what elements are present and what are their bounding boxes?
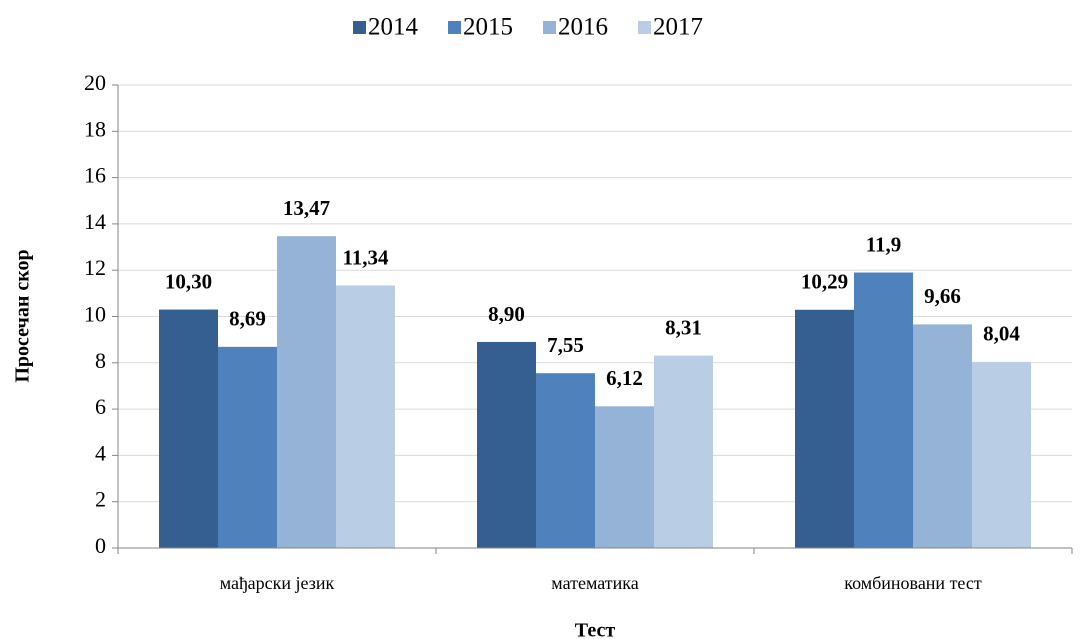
legend-swatch (543, 21, 556, 34)
y-tick-label: 16 (84, 163, 106, 188)
value-label: 11,9 (866, 232, 902, 256)
value-label: 6,12 (606, 366, 643, 390)
bar (477, 341, 536, 548)
value-label: 13,47 (283, 196, 330, 220)
legend-label: 2015 (463, 14, 513, 41)
value-label: 8,90 (488, 302, 525, 326)
bar (159, 309, 218, 548)
legend-swatch (353, 21, 366, 34)
legend-swatch (448, 21, 461, 34)
y-tick-label: 4 (95, 440, 106, 465)
bar (336, 285, 395, 548)
y-tick-label: 2 (95, 487, 106, 512)
legend-label: 2016 (558, 14, 608, 41)
value-label: 7,55 (547, 333, 584, 357)
bar (595, 406, 654, 548)
bar (913, 324, 972, 548)
value-label: 10,30 (165, 269, 212, 293)
value-label: 8,31 (665, 315, 702, 339)
y-tick-label: 20 (84, 70, 106, 95)
bar (972, 361, 1031, 548)
value-label: 10,29 (801, 270, 848, 294)
y-tick-label: 10 (84, 302, 106, 327)
value-label: 8,04 (983, 322, 1020, 346)
x-tick-label: математика (551, 573, 638, 593)
bar (277, 236, 336, 548)
y-tick-label: 14 (84, 209, 106, 234)
value-label: 11,34 (342, 245, 389, 269)
value-label: 8,69 (229, 307, 266, 331)
y-tick-label: 12 (84, 255, 106, 280)
legend-swatch (638, 21, 651, 34)
y-tick-label: 18 (84, 116, 106, 141)
y-tick-label: 6 (95, 394, 106, 419)
bar (854, 272, 913, 548)
x-tick-label: мађарски језик (220, 573, 335, 593)
bar (654, 355, 713, 548)
legend-label: 2017 (653, 14, 703, 41)
y-tick-label: 0 (95, 533, 106, 558)
y-tick-label: 8 (95, 348, 106, 373)
value-label: 9,66 (924, 284, 961, 308)
y-axis-title: Просечан скор (12, 249, 34, 382)
bar (536, 373, 595, 548)
x-axis-title: Тест (575, 620, 616, 639)
x-tick-label: комбиновани тест (844, 573, 982, 593)
bar (218, 346, 277, 548)
bar (795, 309, 854, 548)
legend-label: 2014 (368, 14, 419, 41)
